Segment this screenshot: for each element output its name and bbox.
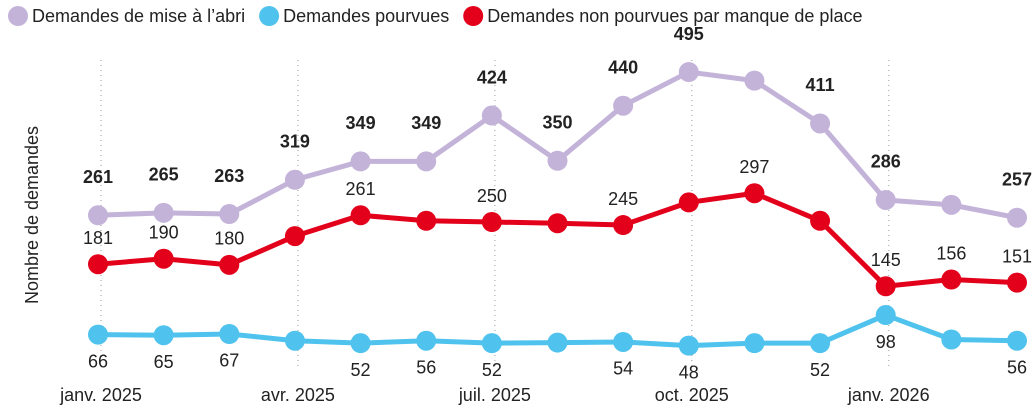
data-point <box>350 151 371 172</box>
data-label: 52 <box>482 360 502 380</box>
data-point <box>416 151 437 172</box>
data-label: 350 <box>542 113 572 133</box>
data-point <box>481 212 502 232</box>
x-tick-label: juil. 2025 <box>458 385 531 405</box>
data-label: 56 <box>416 357 436 377</box>
data-point <box>941 194 962 215</box>
data-point <box>613 331 634 352</box>
data-point <box>744 70 765 91</box>
data-label: 440 <box>608 57 638 77</box>
legend-marker <box>259 6 280 26</box>
data-point <box>744 333 765 354</box>
data-point <box>219 204 240 225</box>
data-point <box>678 335 699 356</box>
data-label: 297 <box>739 157 769 177</box>
data-label: 263 <box>214 166 244 186</box>
data-label: 145 <box>871 250 901 270</box>
data-label: 424 <box>477 67 507 87</box>
data-point <box>153 325 174 346</box>
data-point <box>547 150 568 171</box>
data-label: 66 <box>88 351 108 371</box>
data-point <box>88 254 108 275</box>
data-label: 495 <box>674 24 704 44</box>
data-label: 48 <box>679 362 699 382</box>
data-point <box>88 205 108 226</box>
data-label: 180 <box>214 229 244 249</box>
data-label: 319 <box>280 132 310 152</box>
data-point <box>547 332 568 353</box>
data-point <box>416 330 437 351</box>
data-point <box>350 205 371 226</box>
data-point <box>875 305 896 326</box>
data-point <box>153 202 174 223</box>
data-label: 54 <box>613 359 633 379</box>
data-point <box>810 210 831 231</box>
data-label: 190 <box>149 222 179 242</box>
data-label: 257 <box>1002 169 1032 189</box>
x-tick-label: janv. 2025 <box>59 385 142 405</box>
data-point <box>219 323 240 344</box>
data-point <box>678 192 699 213</box>
data-point <box>941 329 962 350</box>
data-label: 181 <box>83 228 113 248</box>
data-label: 411 <box>806 75 835 95</box>
data-point <box>219 254 240 275</box>
data-label: 67 <box>219 351 239 371</box>
data-point <box>810 113 831 134</box>
y-axis-title: Nombre de demandes <box>22 126 42 304</box>
legend-label: Demandes de mise à l’abri <box>32 6 245 26</box>
data-point <box>875 276 896 297</box>
data-label: 261 <box>83 167 113 187</box>
data-label: 349 <box>411 113 441 133</box>
data-point <box>613 95 634 116</box>
data-point <box>481 105 502 126</box>
data-label: 156 <box>936 243 966 263</box>
data-point <box>941 269 962 290</box>
data-point <box>810 333 831 354</box>
data-point <box>1007 207 1027 228</box>
data-label: 65 <box>154 352 174 372</box>
data-label: 250 <box>477 186 507 206</box>
legend-label: Demandes non pourvues par manque de plac… <box>487 6 862 26</box>
data-label: 261 <box>346 179 376 199</box>
data-point <box>744 183 765 204</box>
data-point <box>547 213 568 234</box>
data-label: 98 <box>876 332 896 352</box>
data-point <box>284 169 305 190</box>
data-point <box>284 226 305 247</box>
x-tick-label: oct. 2025 <box>655 385 729 405</box>
data-label: 265 <box>149 165 179 185</box>
data-label: 286 <box>871 152 901 172</box>
data-point <box>1007 330 1027 351</box>
legend-marker <box>463 6 484 26</box>
data-label: 52 <box>810 360 830 380</box>
data-label: 52 <box>351 360 371 380</box>
x-tick-label: avr. 2025 <box>261 385 335 405</box>
data-point <box>481 333 502 354</box>
data-point <box>350 333 371 354</box>
legend-marker <box>8 6 28 26</box>
data-point <box>88 324 108 345</box>
x-tick-label: janv. 2026 <box>847 385 930 405</box>
data-point <box>284 330 305 351</box>
data-label: 349 <box>346 113 376 133</box>
data-label: 56 <box>1007 357 1027 377</box>
data-label: 245 <box>608 189 638 209</box>
data-point <box>153 248 174 269</box>
data-label: 151 <box>1002 246 1032 266</box>
legend-label: Demandes pourvues <box>283 6 449 26</box>
data-point <box>1007 272 1027 293</box>
data-point <box>678 62 699 83</box>
data-point <box>416 210 437 231</box>
data-point <box>875 189 896 210</box>
data-point <box>613 215 634 236</box>
